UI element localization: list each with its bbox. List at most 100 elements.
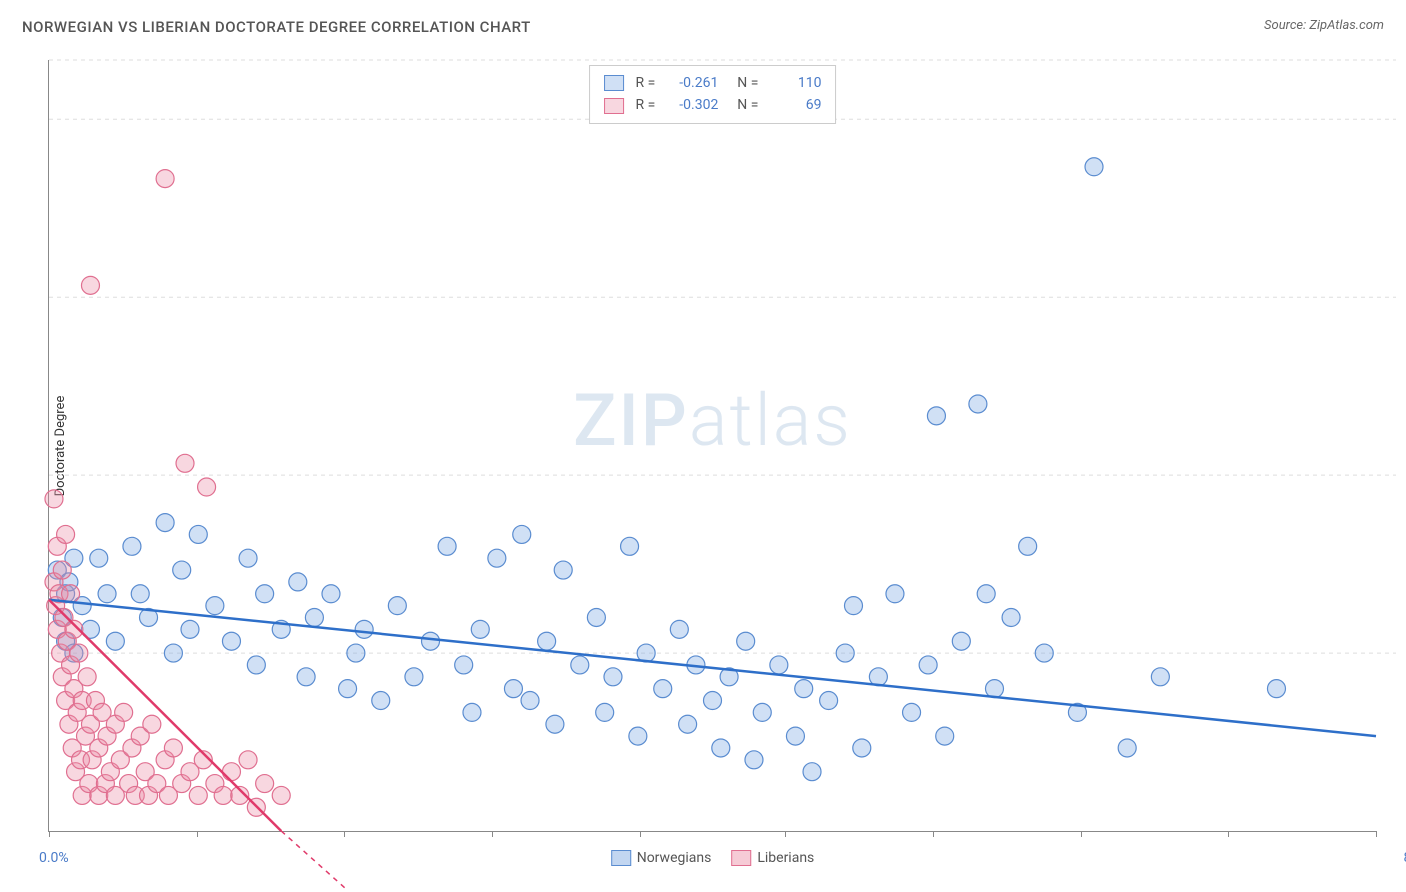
data-point xyxy=(347,644,365,662)
data-point xyxy=(513,525,531,543)
data-point xyxy=(1118,739,1136,757)
x-tick xyxy=(933,831,934,837)
data-point xyxy=(1035,644,1053,662)
correlation-legend-row: R =-0.302 N =69 xyxy=(604,94,822,116)
data-point xyxy=(173,561,191,579)
data-point xyxy=(521,692,539,710)
data-point xyxy=(1085,158,1103,176)
legend-swatch xyxy=(604,98,624,114)
r-value: -0.302 xyxy=(663,94,718,116)
data-point xyxy=(745,751,763,769)
data-point xyxy=(903,703,921,721)
data-point xyxy=(176,454,194,472)
n-value: 110 xyxy=(766,72,821,94)
chart-title: NORWEGIAN VS LIBERIAN DOCTORATE DEGREE C… xyxy=(22,18,531,36)
r-label: R = xyxy=(636,72,656,94)
data-point xyxy=(927,407,945,425)
y-tick-label: 6.0% xyxy=(1386,111,1406,127)
data-point xyxy=(239,549,257,567)
data-point xyxy=(98,585,116,603)
y-tick-label: 3.0% xyxy=(1386,467,1406,483)
data-point xyxy=(355,620,373,638)
r-label: R = xyxy=(636,94,656,116)
data-point xyxy=(753,703,771,721)
correlation-legend-row: R = -0.261 N = 110 xyxy=(604,72,822,94)
data-point xyxy=(256,775,274,793)
n-label: N = xyxy=(730,72,758,94)
data-point xyxy=(770,656,788,674)
data-point xyxy=(143,715,161,733)
data-point xyxy=(1267,680,1285,698)
data-point xyxy=(206,597,224,615)
data-point xyxy=(471,620,489,638)
data-point xyxy=(189,786,207,804)
data-point xyxy=(339,680,357,698)
data-point xyxy=(455,656,473,674)
data-point xyxy=(604,668,622,686)
series-legend: Norwegians Liberians xyxy=(611,850,815,866)
data-point xyxy=(554,561,572,579)
data-point xyxy=(422,632,440,650)
data-point xyxy=(886,585,904,603)
x-tick xyxy=(640,831,641,837)
data-point xyxy=(936,727,954,745)
data-point xyxy=(1151,668,1169,686)
data-point xyxy=(388,597,406,615)
data-point xyxy=(45,490,63,508)
data-point xyxy=(546,715,564,733)
data-point xyxy=(1002,608,1020,626)
data-point xyxy=(654,680,672,698)
data-point xyxy=(670,620,688,638)
data-point xyxy=(90,549,108,567)
x-tick xyxy=(49,831,50,837)
data-point xyxy=(488,549,506,567)
data-point xyxy=(587,608,605,626)
x-tick xyxy=(1376,831,1377,837)
data-point xyxy=(272,786,290,804)
series-legend-label: Norwegians xyxy=(637,850,712,866)
n-label: N = xyxy=(730,94,758,116)
x-tick xyxy=(197,831,198,837)
data-point xyxy=(504,680,522,698)
data-point xyxy=(57,525,75,543)
r-value: -0.261 xyxy=(663,72,718,94)
data-point xyxy=(629,727,647,745)
data-point xyxy=(78,668,96,686)
data-point xyxy=(405,668,423,686)
data-point xyxy=(189,525,207,543)
data-point xyxy=(156,514,174,532)
data-point xyxy=(836,644,854,662)
series-legend-label: Liberians xyxy=(757,850,814,866)
data-point xyxy=(919,656,937,674)
correlation-legend: R =-0.261 N =110R =-0.302 N =69 xyxy=(589,65,837,124)
data-point xyxy=(538,632,556,650)
data-point xyxy=(463,703,481,721)
data-point xyxy=(737,632,755,650)
y-tick-label: 4.5% xyxy=(1386,289,1406,305)
data-point xyxy=(256,585,274,603)
x-tick xyxy=(492,831,493,837)
data-point xyxy=(596,703,614,721)
x-tick xyxy=(1081,831,1082,837)
data-point xyxy=(952,632,970,650)
x-tick xyxy=(785,831,786,837)
data-point xyxy=(704,692,722,710)
data-point xyxy=(247,656,265,674)
data-point xyxy=(679,715,697,733)
data-point xyxy=(70,644,88,662)
data-point xyxy=(571,656,589,674)
data-point xyxy=(123,537,141,555)
data-point xyxy=(156,170,174,188)
data-point xyxy=(305,608,323,626)
data-point xyxy=(239,751,257,769)
series-legend-item: Norwegians xyxy=(611,850,712,866)
data-point xyxy=(131,585,149,603)
data-point xyxy=(977,585,995,603)
data-point xyxy=(621,537,639,555)
data-point xyxy=(297,668,315,686)
data-point xyxy=(322,585,340,603)
data-point xyxy=(844,597,862,615)
chart-container: NORWEGIAN VS LIBERIAN DOCTORATE DEGREE C… xyxy=(0,0,1406,892)
data-point xyxy=(106,632,124,650)
data-point xyxy=(786,727,804,745)
